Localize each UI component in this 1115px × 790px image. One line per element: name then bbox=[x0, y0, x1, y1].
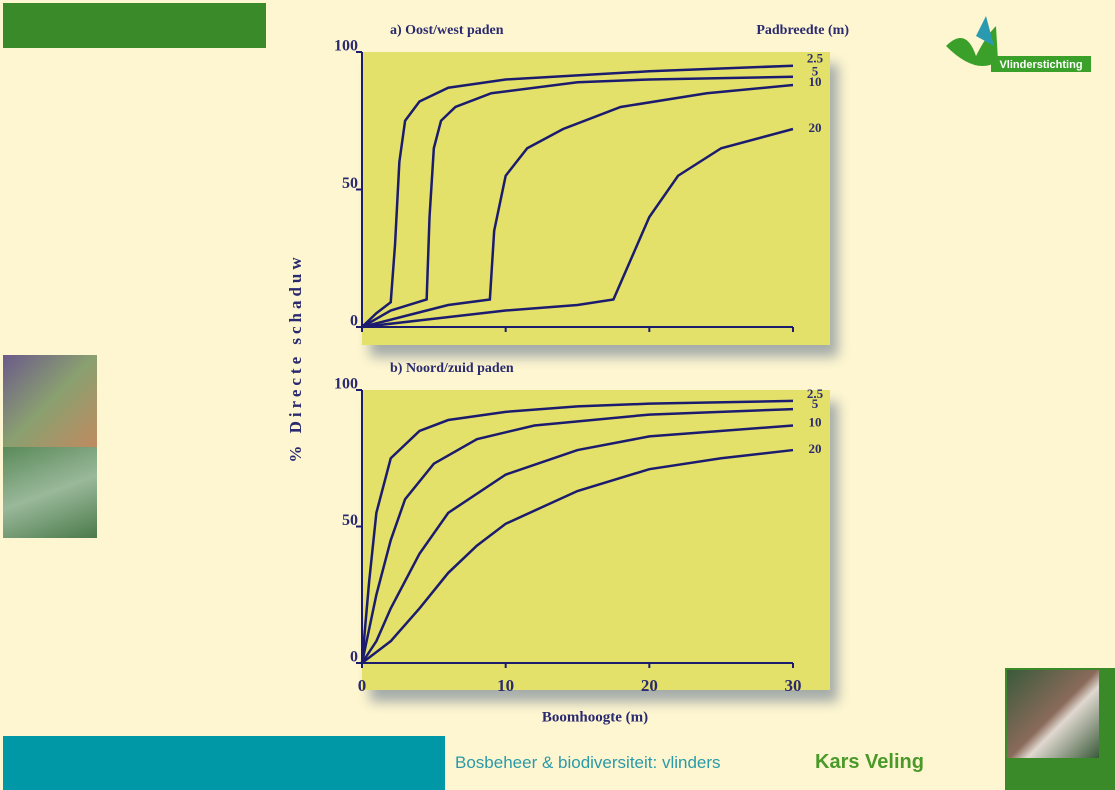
line bbox=[360, 424, 794, 664]
line bbox=[361, 64, 794, 328]
series-label: 20 bbox=[809, 120, 822, 135]
series-label: 10 bbox=[809, 74, 822, 89]
logo: Vlinderstichting bbox=[936, 16, 1096, 86]
x-tick-label: 20 bbox=[641, 676, 658, 695]
x-tick-label: 10 bbox=[497, 676, 514, 695]
y-tick-label: 50 bbox=[342, 175, 358, 192]
logo-band bbox=[991, 56, 1091, 72]
photo-frame bbox=[1005, 668, 1115, 790]
plot-area bbox=[362, 390, 830, 690]
y-tick-label: 50 bbox=[342, 512, 358, 529]
y-tick-label: 100 bbox=[334, 38, 358, 55]
y-tick-label: 0 bbox=[350, 313, 358, 330]
legend-title: Padbreedte (m) bbox=[756, 23, 849, 38]
line bbox=[361, 448, 794, 664]
logo-text: Vlinderstichting bbox=[999, 59, 1082, 71]
footer-bar bbox=[3, 736, 445, 790]
line bbox=[361, 127, 794, 329]
x-tick-label: 0 bbox=[358, 676, 367, 695]
series-label: 5 bbox=[812, 64, 819, 79]
chart-title: b) Noord/zuid paden bbox=[390, 361, 514, 376]
logo-wing bbox=[976, 16, 994, 46]
series-label: 2.5 bbox=[807, 51, 824, 66]
header-bar bbox=[3, 3, 266, 48]
line bbox=[361, 83, 794, 329]
line bbox=[361, 75, 794, 329]
logo-graphic: Vlinderstichting bbox=[946, 16, 1091, 72]
photo bbox=[3, 355, 97, 447]
footer-text: Bosbeheer & biodiversiteit: vlinders bbox=[455, 753, 721, 772]
series-label: 2.5 bbox=[807, 386, 824, 401]
y-axis-label: % Directe schaduw bbox=[286, 253, 305, 462]
x-tick-label: 30 bbox=[785, 676, 802, 695]
y-tick-label: 0 bbox=[350, 649, 358, 666]
chart-title: a) Oost/west paden bbox=[390, 23, 504, 38]
x-axis-label: Boomhoogte (m) bbox=[542, 709, 648, 725]
author: Kars Veling bbox=[815, 751, 924, 773]
photo bbox=[3, 447, 97, 538]
series-label: 10 bbox=[809, 414, 822, 429]
photo bbox=[1007, 670, 1099, 758]
logo-wing bbox=[946, 26, 998, 66]
series-label: 5 bbox=[812, 396, 819, 411]
line bbox=[360, 399, 794, 664]
series-label: 20 bbox=[809, 441, 822, 456]
y-tick-label: 100 bbox=[334, 376, 358, 393]
line bbox=[360, 407, 794, 664]
plot-area bbox=[362, 52, 830, 345]
